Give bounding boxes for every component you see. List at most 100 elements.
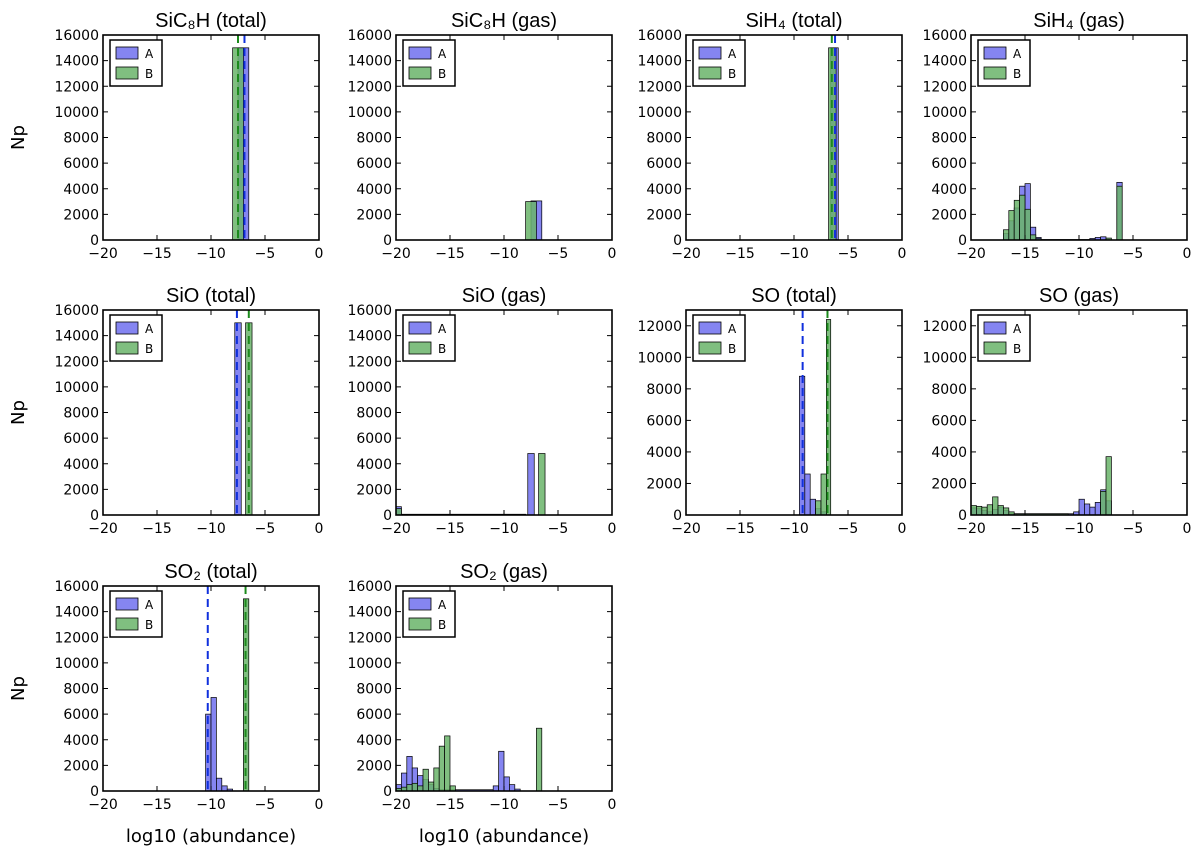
x-tick-label: 0 <box>1183 521 1192 537</box>
legend-swatch-B <box>698 66 722 80</box>
x-tick-label: 0 <box>608 246 617 262</box>
bar-B <box>428 781 435 792</box>
y-tick-label: 14000 <box>54 605 99 621</box>
subplot-title: SiO (gas) <box>462 285 546 307</box>
y-tick-label: 6000 <box>646 156 682 172</box>
legend-swatch-A <box>115 321 139 335</box>
y-tick-label: 2000 <box>356 482 392 498</box>
y-tick-label: 16000 <box>347 303 392 319</box>
x-tick-label: −20 <box>956 246 986 262</box>
x-tick-label: −5 <box>548 797 569 813</box>
x-tick-label: −10 <box>489 521 519 537</box>
bar-B <box>422 768 429 792</box>
legend-label-A: A <box>145 47 154 61</box>
x-tick-label: −20 <box>956 521 986 537</box>
y-tick-label: 2000 <box>63 758 99 774</box>
legend-swatch-A <box>698 46 722 60</box>
y-tick-label: 2000 <box>356 758 392 774</box>
bar-B <box>997 505 1004 516</box>
legend: AB <box>402 39 456 87</box>
legend-swatch-B <box>408 617 432 631</box>
bar-B <box>1003 229 1010 241</box>
legend-label-B: B <box>728 67 736 81</box>
x-tick-label: −5 <box>548 521 569 537</box>
y-tick-label: 0 <box>90 233 99 249</box>
x-tick-label: 0 <box>315 797 324 813</box>
x-tick-label: −10 <box>196 521 226 537</box>
y-tick-label: 12000 <box>347 79 392 95</box>
x-tick-label: 0 <box>315 521 324 537</box>
x-tick-label: −20 <box>381 797 411 813</box>
legend: AB <box>109 314 163 362</box>
bar-A <box>498 750 505 792</box>
x-tick-label: −15 <box>435 797 465 813</box>
x-tick-label: −15 <box>435 521 465 537</box>
x-tick-label: 0 <box>315 246 324 262</box>
legend-swatch-B <box>408 66 432 80</box>
x-tick-label: 0 <box>898 521 907 537</box>
legend-swatch-B <box>115 617 139 631</box>
y-axis-label: Np <box>8 400 29 425</box>
y-tick-label: 0 <box>383 508 392 524</box>
y-tick-label: 14000 <box>347 329 392 345</box>
y-tick-label: 10000 <box>347 105 392 121</box>
y-tick-label: 6000 <box>63 431 99 447</box>
subplot: −20 −15 −10 −5 0 0 2000 4000 6000 8000 10000 12000 1… <box>54 561 323 813</box>
bar-A <box>234 322 242 516</box>
x-tick-label: −15 <box>142 246 172 262</box>
y-tick-label: 4000 <box>356 457 392 473</box>
y-tick-label: 14000 <box>54 329 99 345</box>
x-tick-label: 0 <box>608 797 617 813</box>
y-tick-label: 10000 <box>347 656 392 672</box>
legend-swatch-A <box>115 46 139 60</box>
bar-B <box>411 782 418 792</box>
y-tick-label: 4000 <box>63 733 99 749</box>
x-tick-label: 0 <box>608 521 617 537</box>
subplot: −20 −15 −10 −5 0 0 2000 4000 6000 8000 10000 12000 1… <box>922 10 1191 262</box>
y-tick-label: 4000 <box>63 182 99 198</box>
y-tick-label: 8000 <box>356 131 392 147</box>
subplot-title: SO (total) <box>751 285 837 307</box>
y-tick-label: 0 <box>958 233 967 249</box>
y-tick-label: 8000 <box>356 682 392 698</box>
y-tick-label: 6000 <box>63 707 99 723</box>
y-tick-label: 8000 <box>646 382 682 398</box>
x-tick-label: −20 <box>88 246 118 262</box>
y-tick-label: 2000 <box>63 482 99 498</box>
y-tick-label: 10000 <box>54 105 99 121</box>
x-tick-label: −10 <box>1064 246 1094 262</box>
bar-A <box>1089 506 1096 516</box>
legend-swatch-A <box>408 321 432 335</box>
x-tick-label: −10 <box>196 246 226 262</box>
y-tick-label: 14000 <box>637 54 682 70</box>
y-tick-label: 16000 <box>347 579 392 595</box>
y-tick-label: 14000 <box>922 54 967 70</box>
y-tick-label: 12000 <box>54 630 99 646</box>
x-tick-label: −15 <box>1010 246 1040 262</box>
bar-A <box>216 777 223 792</box>
y-tick-label: 0 <box>673 233 682 249</box>
bar-B <box>444 735 451 792</box>
bar-B <box>815 500 822 516</box>
y-tick-label: 0 <box>383 784 392 800</box>
bar-B <box>976 505 983 516</box>
subplot-title: SO₂ (gas) <box>460 561 548 583</box>
bar-B <box>1105 456 1112 516</box>
x-axis-label: log10 (abundance) <box>126 826 296 847</box>
y-tick-label: 8000 <box>931 131 967 147</box>
y-tick-label: 14000 <box>347 605 392 621</box>
y-tick-label: 0 <box>383 233 392 249</box>
x-tick-label: −10 <box>489 797 519 813</box>
bar-B <box>1024 208 1031 241</box>
x-tick-label: −5 <box>1123 521 1144 537</box>
bar-A <box>205 713 212 792</box>
bar-B <box>1116 185 1123 241</box>
subplot-title: SiO (total) <box>166 285 256 307</box>
legend-label-A: A <box>1013 47 1022 61</box>
x-tick-label: −10 <box>489 246 519 262</box>
y-tick-label: 2000 <box>646 207 682 223</box>
y-tick-label: 6000 <box>931 413 967 429</box>
bar-B <box>970 505 977 516</box>
y-tick-label: 10000 <box>637 350 682 366</box>
legend-label-B: B <box>1013 342 1021 356</box>
